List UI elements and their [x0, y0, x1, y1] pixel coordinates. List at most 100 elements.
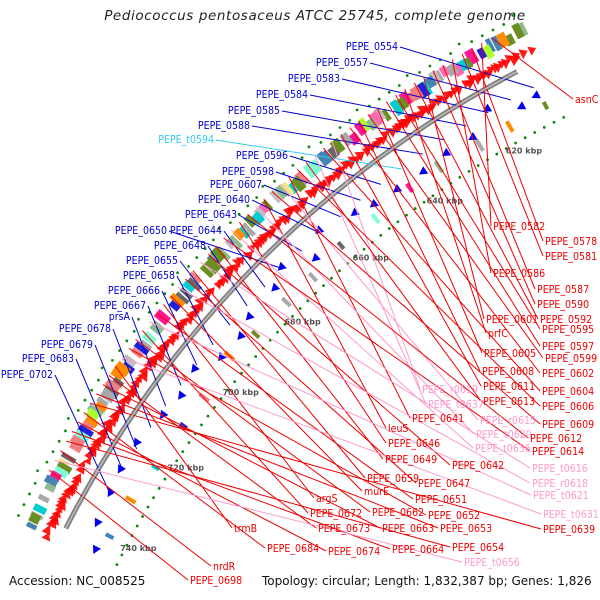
gc-dot	[233, 380, 237, 384]
cog-feature-block	[336, 240, 346, 251]
cog-feature-block	[463, 47, 480, 66]
reverse-leader-line	[305, 161, 482, 402]
reverse-leader-line	[135, 338, 371, 513]
cog-feature-block	[347, 131, 362, 146]
cog-feature-block	[48, 470, 63, 483]
reverse-cds-arrow	[518, 49, 528, 60]
reverse-feature-label: PEPE_0609	[542, 419, 594, 431]
gc-dot	[97, 378, 100, 382]
reverse-feature-label: PEPE_0647	[418, 478, 470, 490]
reverse-feature-label: trmB	[234, 523, 257, 535]
reverse-feature-label: PEPE_0592	[540, 314, 592, 326]
reverse-feature-label: PEPE_t0621	[533, 490, 589, 502]
reverse-cds-arrow	[282, 206, 295, 218]
gc-dot	[405, 74, 409, 77]
reverse-leader-line	[395, 94, 541, 330]
reverse-feature-label: PEPE_0684	[267, 543, 319, 555]
reverse-feature-label: PEPE_0641	[412, 413, 464, 425]
gc-dot	[329, 133, 332, 137]
reverse-feature-label: PEPE_0595	[542, 324, 594, 336]
cog-feature-block	[28, 511, 42, 525]
cog-feature-block	[68, 440, 84, 454]
feature-labels: PEPE_0554 PEPE_0557 PEPE_0583 PEPE_0584 PEPE…	[1, 41, 599, 587]
gc-dot	[229, 221, 232, 225]
reverse-feature-label: PEPE_0608	[482, 366, 534, 378]
cog-feature-block	[182, 280, 196, 293]
reverse-leader-line	[49, 469, 189, 581]
gc-dot	[307, 145, 311, 149]
gc-dot	[552, 120, 556, 124]
forward-feature-label: prsA	[109, 311, 131, 323]
cog-feature-block	[456, 58, 470, 73]
forward-leader-line	[309, 94, 467, 127]
reverse-leader-line	[102, 384, 381, 529]
reverse-cds-arrow	[504, 54, 513, 64]
reverse-cds-arrow	[497, 61, 507, 69]
forward-cds-arrow	[159, 409, 169, 420]
reverse-cds-arrow	[527, 46, 537, 56]
gc-dot	[247, 363, 250, 367]
gc-dot	[449, 52, 453, 55]
cog-feature-block	[73, 428, 91, 444]
forward-cds-arrow	[441, 147, 452, 157]
reverse-feature-label: PEPE_0662	[372, 507, 424, 519]
cog-feature-block	[541, 100, 550, 111]
reverse-leader-line	[271, 191, 541, 425]
reverse-feature-label: PEPE_0590	[537, 299, 589, 311]
gc-dot	[457, 42, 461, 46]
reverse-leader-line	[471, 48, 544, 242]
gc-dot	[22, 503, 26, 507]
reverse-cds-arrow	[486, 66, 495, 75]
gc-dot	[504, 147, 508, 150]
reverse-leader-line	[170, 295, 363, 492]
reverse-leader-line	[77, 421, 327, 552]
forward-feature-label: PEPE_0588	[198, 120, 250, 132]
reverse-cds-arrow	[268, 222, 280, 233]
gc-dot	[76, 408, 80, 412]
forward-feature-label: PEPE_0643	[185, 209, 237, 221]
reverse-cds-arrow	[45, 517, 57, 530]
cog-feature-block	[232, 227, 246, 241]
reverse-feature-label: nrdR	[213, 561, 236, 573]
cog-feature-block	[339, 131, 354, 147]
reverse-cds-arrow	[490, 64, 500, 74]
forward-feature-label: PEPE_0655	[126, 255, 178, 267]
cog-feature-block	[511, 22, 525, 40]
accession-text: Accession: NC_008525	[9, 574, 146, 588]
forward-cds-arrow	[516, 101, 527, 110]
reverse-cds-arrow	[416, 105, 428, 116]
gc-dot	[213, 405, 216, 409]
forward-leader-line	[147, 305, 182, 386]
kbp-tick-label: 740 kbp	[120, 544, 157, 553]
gc-dot	[217, 227, 221, 230]
cog-feature-block	[503, 33, 516, 47]
cog-feature-block	[286, 182, 299, 195]
cog-feature-block	[280, 296, 292, 308]
reverse-leader-line	[491, 37, 574, 100]
cog-feature-block	[474, 138, 485, 152]
reverse-cds-arrow	[278, 215, 288, 226]
cog-feature-block	[293, 170, 310, 187]
forward-leader-line	[112, 328, 152, 428]
cog-feature-block	[99, 387, 117, 404]
reverse-leader-line	[340, 134, 482, 387]
forward-feature-label: PEPE_t0594	[158, 134, 214, 146]
gc-dot	[348, 118, 352, 122]
reverse-leader-line	[404, 88, 487, 334]
reverse-leader-line	[349, 127, 541, 374]
gc-dot	[155, 301, 159, 305]
gc-dot	[322, 284, 325, 288]
forward-feature-label: PEPE_0557	[316, 57, 368, 69]
gc-dot	[187, 264, 190, 268]
gc-dot	[118, 349, 121, 353]
topology-text: Topology: circular; Length: 1,832,387 bp…	[262, 574, 592, 588]
genome-backbone-highlight	[65, 70, 518, 529]
cog-feature-block	[279, 181, 295, 198]
reverse-feature-label: PEPE_0586	[493, 268, 545, 280]
reverse-feature-label: PEPE_t0620	[476, 429, 532, 441]
gc-dot	[100, 366, 104, 370]
reverse-feature-label: PEPE_t0631	[543, 509, 599, 521]
cog-feature-block	[380, 108, 392, 122]
gc-dot	[64, 429, 67, 433]
